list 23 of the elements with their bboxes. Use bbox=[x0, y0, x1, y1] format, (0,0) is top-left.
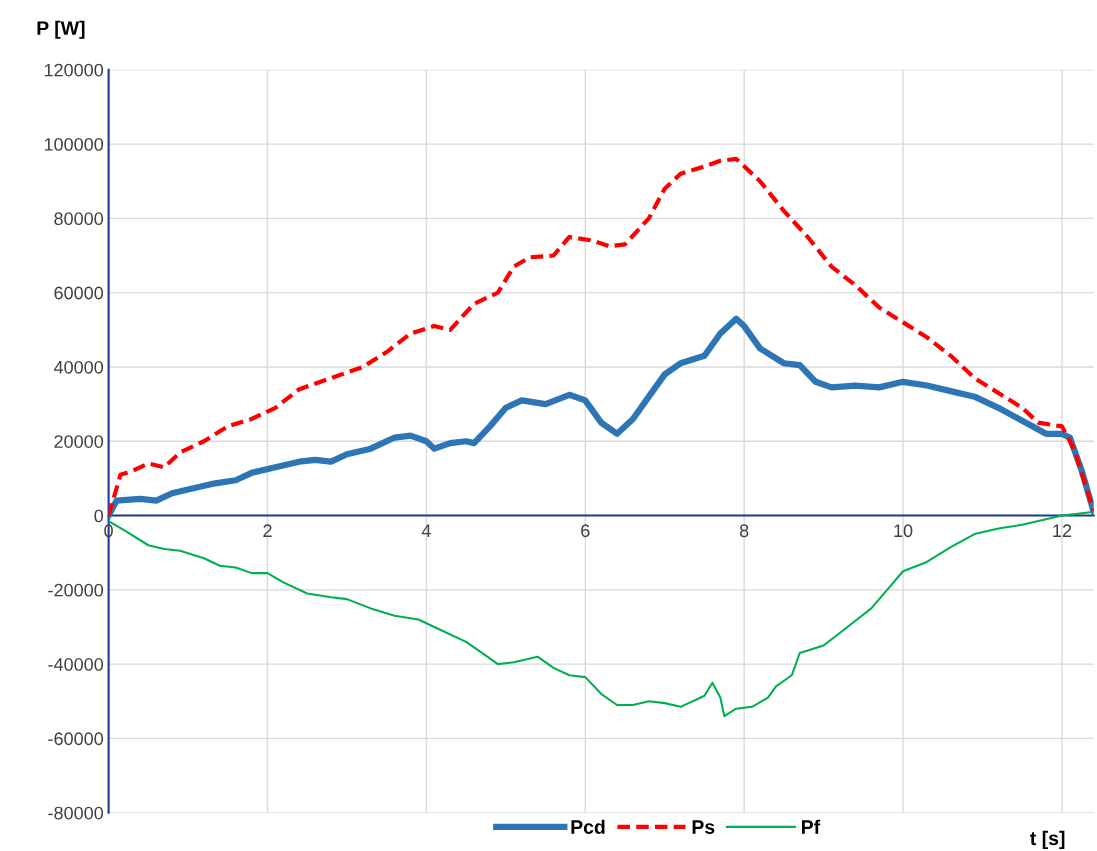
x-tick-label: 6 bbox=[581, 524, 590, 538]
y-tick-label: 0 bbox=[94, 509, 104, 523]
y-tick-label: 40000 bbox=[53, 360, 104, 374]
y-axis-title: P [W] bbox=[37, 20, 85, 39]
x-tick-label: 10 bbox=[894, 524, 913, 538]
legend-label: Pf bbox=[802, 819, 821, 834]
x-axis-title: t [s] bbox=[1030, 830, 1065, 849]
y-tick-label: 20000 bbox=[54, 435, 104, 448]
y-tick-label: 60000 bbox=[54, 286, 104, 300]
y-tick-label: 100000 bbox=[44, 138, 104, 151]
y-tick-label: -60000 bbox=[48, 732, 104, 746]
x-tick-label: 2 bbox=[263, 524, 272, 537]
y-tick-label: -80000 bbox=[48, 806, 104, 820]
y-tick-label: 80000 bbox=[54, 212, 104, 226]
y-tick-label: -40000 bbox=[48, 658, 104, 671]
legend-label: Pcd bbox=[571, 819, 605, 834]
legend-label: Ps bbox=[692, 820, 715, 834]
x-tick-label: 8 bbox=[739, 524, 749, 538]
x-tick-label: 12 bbox=[1053, 524, 1072, 537]
y-tick-label: 120000 bbox=[44, 63, 104, 77]
x-tick-label: 4 bbox=[421, 524, 431, 537]
line-series bbox=[108, 156, 1094, 518]
y-tick-label: -20000 bbox=[48, 583, 104, 597]
